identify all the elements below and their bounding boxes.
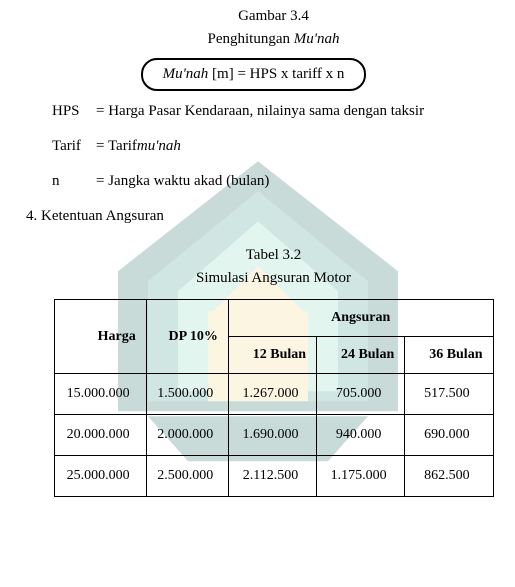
document-body: Gambar 3.4 Penghitungan Mu'nah Mu'nah [m… — [0, 0, 515, 497]
definition-n: n = Jangka waktu akad (bulan) — [52, 173, 495, 190]
th-12: 12 Bulan — [228, 337, 316, 374]
cell-36: 690.000 — [405, 415, 493, 456]
cell-12: 1.690.000 — [228, 415, 316, 456]
def-rhs: = Jangka waktu akad (bulan) — [96, 173, 269, 190]
definition-hps: HPS = Harga Pasar Kendaraan, nilainya sa… — [52, 103, 495, 120]
cell-harga: 25.000.000 — [54, 456, 146, 497]
table-caption: Tabel 3.2 — [52, 247, 495, 264]
cell-24: 1.175.000 — [317, 456, 405, 497]
simulation-table: Harga DP 10% Angsuran 12 Bulan 24 Bulan … — [54, 299, 494, 497]
cell-12: 2.112.500 — [228, 456, 316, 497]
def-rhs: = Harga Pasar Kendaraan, nilainya sama d… — [96, 103, 424, 120]
cell-12: 1.267.000 — [228, 374, 316, 415]
th-angsuran: Angsuran — [228, 300, 493, 337]
cell-dp: 2.000.000 — [146, 415, 228, 456]
th-24: 24 Bulan — [317, 337, 405, 374]
formula-italic: Mu'nah — [163, 66, 209, 82]
def-lhs: Tarif — [52, 138, 96, 155]
figure-title-text: Penghitungan — [208, 31, 294, 47]
table-row: 25.000.000 2.500.000 2.112.500 1.175.000… — [54, 456, 493, 497]
cell-harga: 15.000.000 — [54, 374, 146, 415]
def-rhs-pre: = Tarif — [96, 138, 137, 155]
definition-tarif: Tarif = Tarif mu'nah — [52, 138, 495, 155]
figure-caption: Gambar 3.4 — [52, 8, 495, 25]
th-36: 36 Bulan — [405, 337, 493, 374]
def-rhs-italic: mu'nah — [137, 138, 181, 155]
cell-36: 862.500 — [405, 456, 493, 497]
cell-36: 517.500 — [405, 374, 493, 415]
formula-box: Mu'nah [m] = HPS x tariff x n — [141, 58, 367, 91]
def-lhs: n — [52, 173, 96, 190]
th-harga: Harga — [54, 300, 146, 374]
formula-container: Mu'nah [m] = HPS x tariff x n — [12, 58, 495, 103]
table-row: 20.000.000 2.000.000 1.690.000 940.000 6… — [54, 415, 493, 456]
cell-dp: 1.500.000 — [146, 374, 228, 415]
cell-24: 940.000 — [317, 415, 405, 456]
cell-harga: 20.000.000 — [54, 415, 146, 456]
figure-title-italic: Mu'nah — [294, 31, 340, 47]
def-lhs: HPS — [52, 103, 96, 120]
figure-title: Penghitungan Mu'nah — [52, 31, 495, 48]
cell-24: 705.000 — [317, 374, 405, 415]
formula-text: [m] = HPS x tariff x n — [208, 66, 344, 82]
table-title: Simulasi Angsuran Motor — [52, 270, 495, 287]
list-item-4: 4. Ketentuan Angsuran — [26, 208, 495, 225]
cell-dp: 2.500.000 — [146, 456, 228, 497]
table-row: 15.000.000 1.500.000 1.267.000 705.000 5… — [54, 374, 493, 415]
table-header-row-1: Harga DP 10% Angsuran — [54, 300, 493, 337]
th-dp: DP 10% — [146, 300, 228, 374]
